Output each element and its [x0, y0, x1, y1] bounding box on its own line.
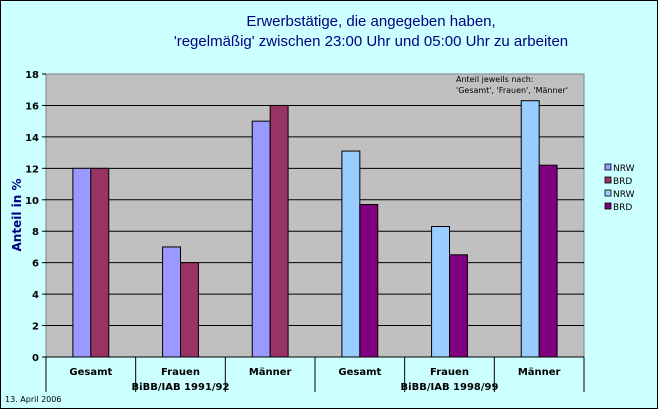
grid-lines — [46, 104, 584, 327]
bar — [341, 150, 361, 358]
legend-swatch — [604, 189, 612, 197]
x-tick-label: Gesamt — [338, 367, 381, 378]
y-tick-label: 16 — [25, 101, 39, 112]
chart-title-line1: Erwerbstätige, die angegeben haben, — [246, 13, 495, 30]
bar — [162, 246, 181, 358]
y-tick-label: 10 — [25, 196, 39, 207]
y-tick-label: 4 — [32, 290, 39, 301]
y-tick-label: 2 — [32, 322, 39, 333]
x-tick-label: Männer — [249, 367, 292, 378]
x-tick-label: Männer — [518, 367, 561, 378]
x-tick-label: Frauen — [161, 367, 200, 378]
footer-date: 13. April 2006 — [5, 395, 61, 404]
bar — [520, 100, 540, 358]
annotation-line1: Anteil jeweils nach: — [456, 75, 534, 84]
legend-label: BRD — [613, 203, 632, 213]
y-tick-label: 14 — [25, 133, 39, 144]
y-axis-label: Anteil in % — [10, 179, 24, 252]
bar — [359, 203, 379, 358]
legend-swatch — [604, 163, 612, 171]
bar — [538, 164, 558, 358]
bar — [449, 254, 468, 358]
bar — [431, 226, 451, 358]
legend-swatch — [604, 202, 612, 210]
bar — [90, 167, 110, 358]
y-tick-label: 12 — [25, 164, 39, 175]
y-tick-label: 6 — [32, 259, 39, 270]
bar — [251, 120, 271, 358]
x-axis: Gesamt Frauen Männer Gesamt Frauen Männer BiBB… — [45, 356, 585, 393]
x-group-label: BiBB/IAB 1991/92 — [132, 382, 230, 393]
y-tick-label: 0 — [32, 353, 39, 364]
plot-area — [45, 73, 585, 358]
bar — [269, 104, 289, 358]
x-group-label: BiBB/IAB 1998/99 — [401, 382, 499, 393]
annotation-line2: 'Gesamt', 'Frauen', 'Männer' — [456, 86, 568, 95]
legend-label: BRD — [613, 177, 632, 187]
y-axis-ticks: 0 2 4 6 8 10 12 14 16 18 — [25, 70, 46, 364]
legend: NRW BRD NRW BRD — [604, 163, 635, 213]
x-tick-label: Frauen — [430, 367, 469, 378]
y-tick-label: 18 — [25, 70, 39, 81]
legend-swatch — [604, 176, 612, 184]
bar — [72, 167, 92, 358]
x-tick-label: Gesamt — [69, 367, 112, 378]
legend-label: NRW — [613, 164, 635, 174]
bar — [180, 262, 199, 358]
y-tick-label: 8 — [32, 227, 39, 238]
chart-title-line2: 'regelmäßig' zwischen 23:00 Uhr und 05:0… — [174, 33, 568, 50]
legend-label: NRW — [613, 190, 635, 200]
